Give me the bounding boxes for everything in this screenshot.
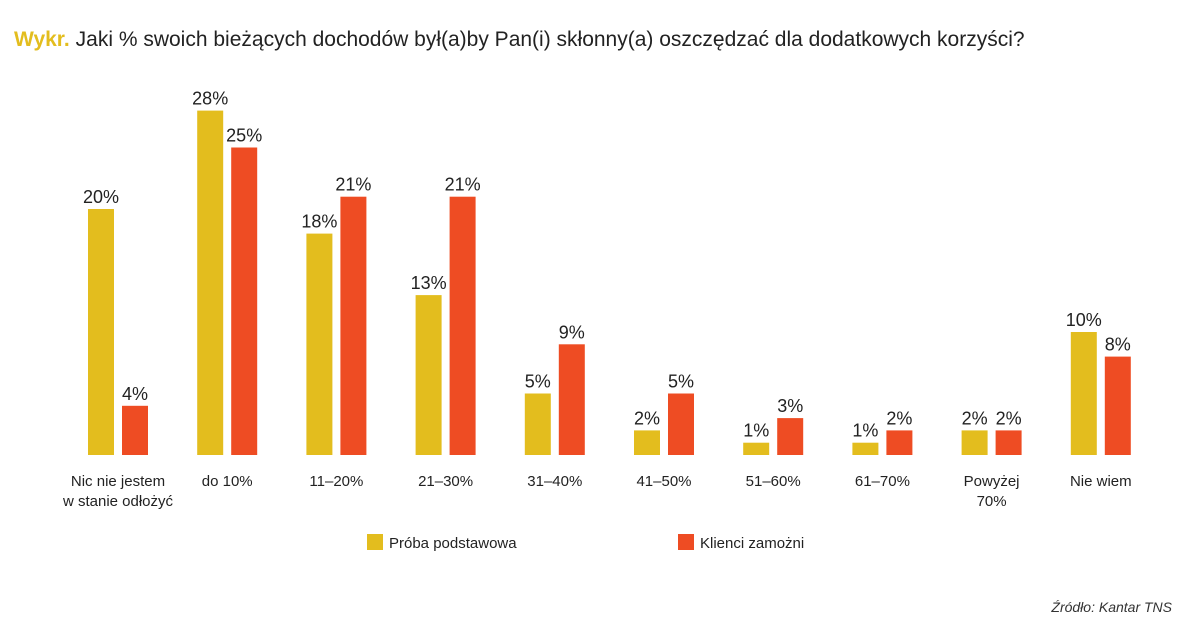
- data-label: 2%: [634, 408, 660, 428]
- category-label: Nie wiem: [1070, 473, 1132, 490]
- bar: [558, 344, 585, 455]
- bar: [961, 430, 988, 455]
- data-label: 21%: [445, 175, 481, 195]
- data-label: 1%: [852, 421, 878, 441]
- category-label: do 10%: [202, 473, 253, 490]
- data-label: 13%: [411, 273, 447, 293]
- bar: [743, 442, 770, 455]
- title-prefix: Wykr.: [14, 28, 70, 51]
- data-label: 28%: [192, 89, 228, 109]
- bar: [524, 393, 551, 455]
- data-label: 5%: [668, 372, 694, 392]
- bar: [1104, 356, 1131, 455]
- category-label: 51–60%: [746, 473, 801, 490]
- category-label: 70%: [977, 493, 1007, 510]
- bar: [449, 196, 476, 455]
- bar: [668, 393, 694, 455]
- chart-title: Wykr. Jaki % swoich bieżących dochodów by…: [14, 28, 1025, 52]
- bar: [995, 430, 1022, 455]
- data-label: 25%: [226, 126, 262, 146]
- legend-label: Próba podstawowa: [389, 535, 517, 552]
- data-label: 2%: [962, 408, 988, 428]
- category-label: 21–30%: [418, 473, 473, 490]
- data-label: 9%: [559, 322, 585, 342]
- category-label: 61–70%: [855, 473, 910, 490]
- bar: [634, 430, 660, 455]
- bar: [306, 233, 333, 455]
- bar: [122, 405, 148, 455]
- data-label: 18%: [301, 212, 337, 232]
- title-text: Jaki % swoich bieżących dochodów był(a)b…: [75, 28, 1025, 51]
- data-label: 8%: [1105, 335, 1131, 355]
- bar: [1070, 332, 1097, 455]
- category-label: 41–50%: [636, 473, 691, 490]
- data-label: 4%: [122, 384, 148, 404]
- data-label: 5%: [525, 372, 551, 392]
- data-label: 1%: [743, 421, 769, 441]
- data-label: 21%: [335, 175, 371, 195]
- bar: [886, 430, 913, 455]
- bar: [852, 442, 879, 455]
- legend-swatch: [678, 534, 694, 550]
- data-label: 3%: [777, 396, 803, 416]
- data-label: 20%: [83, 187, 119, 207]
- bar: [777, 418, 804, 455]
- category-label: 11–20%: [309, 473, 363, 490]
- data-label: 10%: [1066, 310, 1102, 330]
- bar: [340, 196, 367, 455]
- category-label: Powyżej: [964, 473, 1020, 490]
- category-label: Nic nie jestem: [71, 473, 165, 490]
- bar: [415, 295, 442, 455]
- legend-label: Klienci zamożni: [700, 535, 804, 552]
- bar: [197, 110, 224, 455]
- bar: [231, 147, 258, 455]
- category-label: 31–40%: [527, 473, 582, 490]
- source-note: Źródło: Kantar TNS: [1051, 599, 1172, 615]
- bar: [88, 209, 114, 455]
- legend-swatch: [367, 534, 383, 550]
- data-label: 2%: [996, 408, 1022, 428]
- category-label: w stanie odłożyć: [62, 493, 174, 510]
- data-label: 2%: [886, 408, 912, 428]
